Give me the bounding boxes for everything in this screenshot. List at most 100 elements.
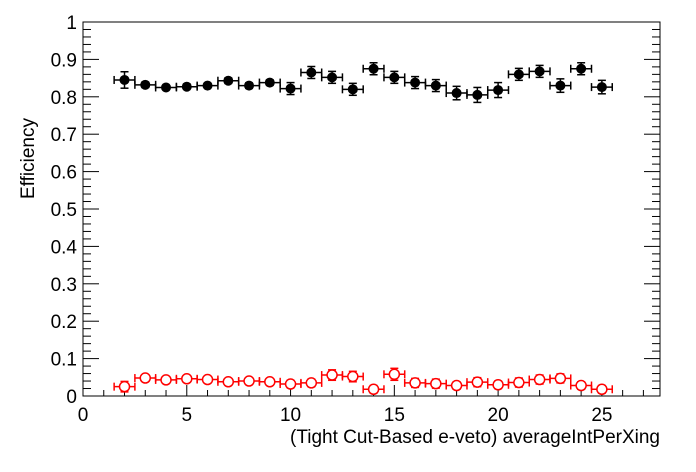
data-point	[341, 82, 364, 97]
data-point	[590, 79, 614, 95]
y-tick-label: 0.9	[51, 50, 77, 71]
marker	[472, 89, 483, 100]
data-point	[570, 62, 593, 76]
data-point	[528, 373, 551, 386]
data-point	[549, 78, 572, 94]
x-tick-label: 20	[488, 405, 509, 426]
marker	[430, 80, 441, 91]
data-point	[154, 374, 178, 386]
marker	[596, 82, 607, 93]
marker	[327, 72, 338, 83]
marker	[513, 69, 524, 80]
data-point	[362, 383, 385, 396]
marker	[388, 368, 401, 381]
data-point	[175, 373, 198, 385]
marker	[493, 85, 504, 96]
marker	[575, 379, 587, 392]
marker	[451, 88, 462, 99]
data-point	[590, 383, 614, 396]
data-point	[320, 70, 344, 85]
marker	[161, 82, 172, 93]
marker	[367, 383, 380, 396]
marker	[264, 77, 275, 88]
data-point	[383, 367, 406, 382]
data-point	[486, 379, 510, 391]
data-point	[424, 377, 447, 390]
marker	[430, 377, 442, 390]
y-tick-label: 0.1	[51, 350, 77, 371]
data-point	[549, 372, 572, 385]
marker	[409, 377, 421, 389]
marker	[554, 372, 567, 385]
data-point	[279, 81, 302, 96]
data-point	[424, 78, 447, 93]
x-tick-label: 15	[384, 405, 405, 426]
marker	[596, 383, 608, 396]
marker	[118, 380, 131, 393]
data-point	[507, 376, 530, 389]
marker	[243, 375, 255, 387]
marker	[513, 376, 525, 389]
x-tick-label: 0	[78, 405, 89, 426]
y-tick-label: 0.3	[51, 275, 77, 296]
data-point	[466, 376, 489, 388]
marker	[202, 80, 213, 91]
marker	[534, 66, 545, 77]
data-point	[217, 75, 240, 86]
data-point	[528, 64, 551, 79]
data-point	[403, 75, 427, 90]
marker	[326, 369, 338, 381]
marker	[285, 83, 296, 94]
marker	[284, 378, 297, 390]
data-point	[134, 372, 157, 384]
data-point	[217, 376, 240, 388]
marker	[533, 373, 546, 386]
marker	[450, 379, 463, 392]
x-tick-label: 25	[591, 405, 612, 426]
marker	[264, 376, 276, 388]
marker	[576, 63, 587, 74]
data-point	[196, 80, 219, 91]
data-point	[154, 82, 178, 93]
marker	[389, 72, 400, 83]
y-tick-label: 0.2	[51, 312, 77, 333]
data-point	[300, 377, 323, 389]
data-point	[466, 86, 489, 104]
x-tick-label: 10	[280, 405, 301, 426]
marker	[347, 84, 358, 95]
data-point	[196, 373, 219, 386]
series-1	[113, 367, 614, 396]
marker	[305, 377, 318, 389]
data-point	[362, 62, 385, 76]
data-point	[134, 79, 157, 90]
data-point	[320, 369, 344, 382]
data-point	[486, 81, 510, 99]
data-point	[570, 379, 593, 392]
data-point	[383, 70, 406, 85]
marker	[410, 77, 421, 88]
data-point	[341, 370, 364, 383]
series-0	[113, 62, 614, 104]
marker	[223, 75, 234, 86]
data-point	[113, 70, 136, 89]
marker	[555, 80, 566, 91]
marker	[368, 63, 379, 74]
data-point	[445, 379, 468, 392]
marker	[139, 372, 152, 384]
marker	[160, 374, 172, 386]
data-point	[279, 378, 302, 390]
marker	[119, 74, 130, 85]
data-point	[237, 80, 261, 91]
y-tick-label: 0	[66, 387, 77, 408]
y-tick-label: 0.6	[51, 163, 77, 184]
y-tick-label: 0.7	[51, 125, 77, 146]
marker	[181, 81, 192, 92]
x-axis-label: (Tight Cut-Based e-veto) averageIntPerXi…	[290, 427, 660, 448]
data-point	[258, 376, 281, 388]
marker	[306, 67, 317, 78]
marker	[244, 80, 255, 91]
marker	[140, 79, 151, 90]
data-point	[237, 375, 261, 387]
